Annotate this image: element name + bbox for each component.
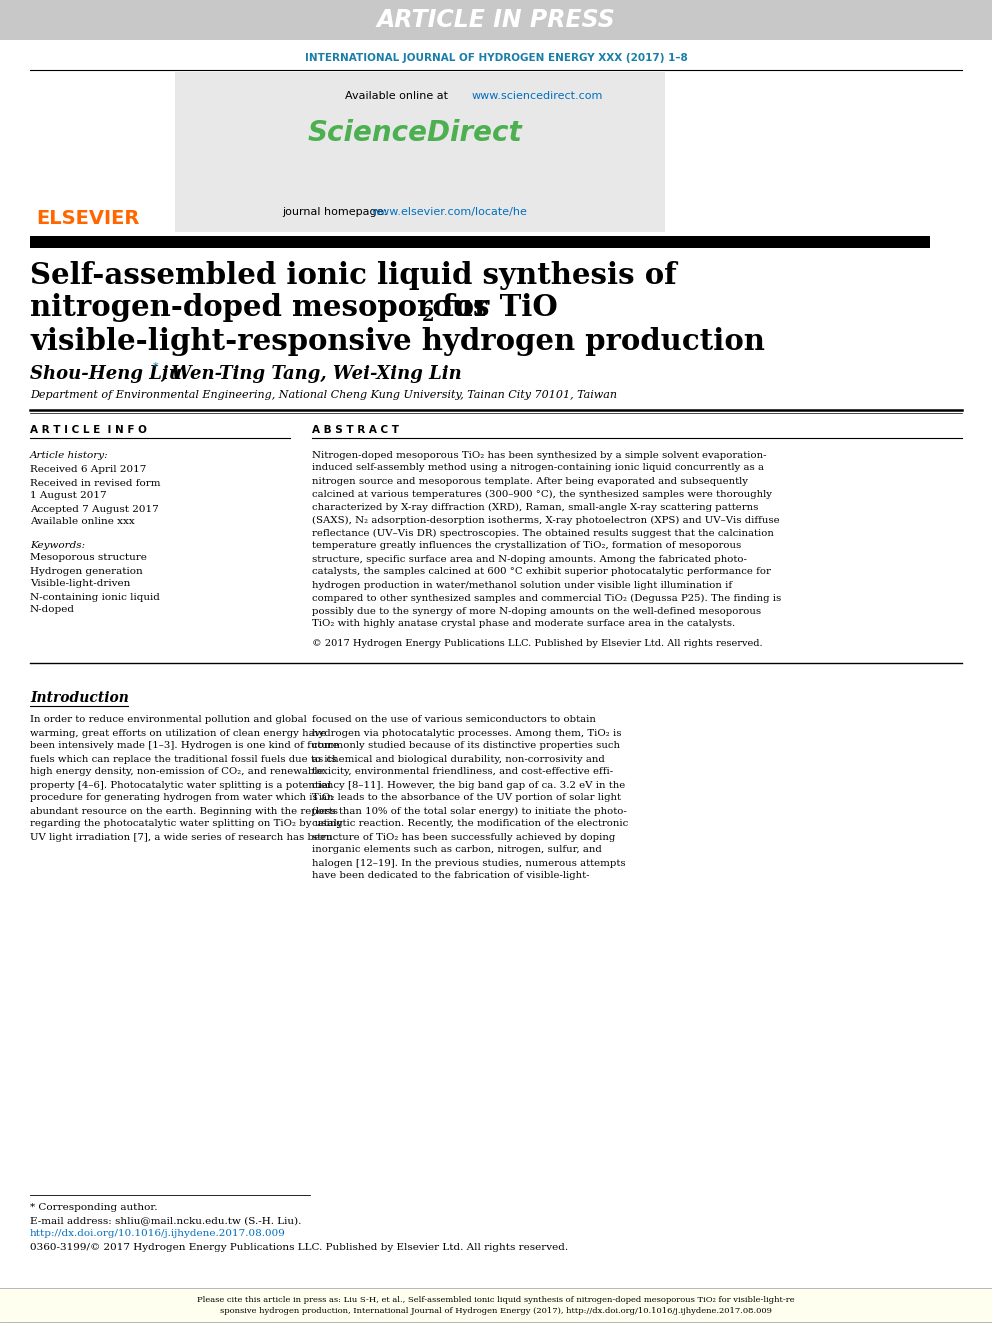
- Text: www.elsevier.com/locate/he: www.elsevier.com/locate/he: [372, 206, 528, 217]
- Text: structure, specific surface area and N-doping amounts. Among the fabricated phot: structure, specific surface area and N-d…: [312, 554, 747, 564]
- Text: Wen-Ting Tang, Wei-Xing Lin: Wen-Ting Tang, Wei-Xing Lin: [165, 365, 461, 382]
- Text: Introduction: Introduction: [30, 691, 129, 705]
- Bar: [30, 235, 930, 247]
- Text: journal homepage:: journal homepage:: [282, 206, 391, 217]
- Text: A B S T R A C T: A B S T R A C T: [312, 425, 399, 435]
- Text: warming, great efforts on utilization of clean energy have: warming, great efforts on utilization of…: [30, 729, 326, 737]
- Text: Article history:: Article history:: [30, 451, 109, 459]
- Text: TiO₂ leads to the absorbance of the UV portion of solar light: TiO₂ leads to the absorbance of the UV p…: [312, 794, 621, 803]
- Text: UV light irradiation [7], a wide series of research has been: UV light irradiation [7], a wide series …: [30, 832, 332, 841]
- Text: INTERNATIONAL JOURNAL OF HYDROGEN ENERGY XXX (2017) 1–8: INTERNATIONAL JOURNAL OF HYDROGEN ENERGY…: [305, 53, 687, 64]
- Text: Accepted 7 August 2017: Accepted 7 August 2017: [30, 504, 159, 513]
- Text: induced self-assembly method using a nitrogen-containing ionic liquid concurrent: induced self-assembly method using a nit…: [312, 463, 764, 472]
- Text: halogen [12–19]. In the previous studies, numerous attempts: halogen [12–19]. In the previous studies…: [312, 859, 626, 868]
- Text: ARTICLE IN PRESS: ARTICLE IN PRESS: [377, 8, 615, 32]
- Text: (less than 10% of the total solar energy) to initiate the photo-: (less than 10% of the total solar energy…: [312, 807, 627, 815]
- Text: Received in revised form: Received in revised form: [30, 479, 161, 487]
- Text: commonly studied because of its distinctive properties such: commonly studied because of its distinct…: [312, 741, 620, 750]
- Text: calcined at various temperatures (300–900 °C), the synthesized samples were thor: calcined at various temperatures (300–90…: [312, 490, 772, 499]
- Text: reflectance (UV–Vis DR) spectroscopies. The obtained results suggest that the ca: reflectance (UV–Vis DR) spectroscopies. …: [312, 528, 774, 537]
- Text: In order to reduce environmental pollution and global: In order to reduce environmental polluti…: [30, 716, 307, 725]
- Text: (SAXS), N₂ adsorption-desorption isotherms, X-ray photoelectron (XPS) and UV–Vis: (SAXS), N₂ adsorption-desorption isother…: [312, 516, 780, 524]
- Text: focused on the use of various semiconductors to obtain: focused on the use of various semiconduc…: [312, 716, 596, 725]
- Text: Nitrogen-doped mesoporous TiO₂ has been synthesized by a simple solvent evaporat: Nitrogen-doped mesoporous TiO₂ has been …: [312, 451, 767, 459]
- Text: Received 6 April 2017: Received 6 April 2017: [30, 464, 147, 474]
- Text: Self-assembled ionic liquid synthesis of: Self-assembled ionic liquid synthesis of: [30, 261, 677, 290]
- Text: inorganic elements such as carbon, nitrogen, sulfur, and: inorganic elements such as carbon, nitro…: [312, 845, 602, 855]
- Text: been intensively made [1–3]. Hydrogen is one kind of future: been intensively made [1–3]. Hydrogen is…: [30, 741, 338, 750]
- Text: Visible-light-driven: Visible-light-driven: [30, 579, 130, 589]
- Text: TiO₂ with highly anatase crystal phase and moderate surface area in the catalyst: TiO₂ with highly anatase crystal phase a…: [312, 619, 735, 628]
- Text: nitrogen source and mesoporous template. After being evaporated and subsequently: nitrogen source and mesoporous template.…: [312, 476, 748, 486]
- Text: E-mail address: shliu@mail.ncku.edu.tw (S.-H. Liu).: E-mail address: shliu@mail.ncku.edu.tw (…: [30, 1217, 302, 1225]
- Text: toxicity, environmental friendliness, and cost-effective effi-: toxicity, environmental friendliness, an…: [312, 767, 613, 777]
- Text: hydrogen via photocatalytic processes. Among them, TiO₂ is: hydrogen via photocatalytic processes. A…: [312, 729, 622, 737]
- Text: ciency [8–11]. However, the big band gap of ca. 3.2 eV in the: ciency [8–11]. However, the big band gap…: [312, 781, 625, 790]
- Text: 0360-3199/© 2017 Hydrogen Energy Publications LLC. Published by Elsevier Ltd. Al: 0360-3199/© 2017 Hydrogen Energy Publica…: [30, 1242, 568, 1252]
- Text: Available online xxx: Available online xxx: [30, 517, 135, 527]
- Text: abundant resource on the earth. Beginning with the reports: abundant resource on the earth. Beginnin…: [30, 807, 338, 815]
- Text: have been dedicated to the fabrication of visible-light-: have been dedicated to the fabrication o…: [312, 872, 589, 881]
- Text: as chemical and biological durability, non-corrosivity and: as chemical and biological durability, n…: [312, 754, 605, 763]
- Text: high energy density, non-emission of CO₂, and renewable: high energy density, non-emission of CO₂…: [30, 767, 323, 777]
- Text: structure of TiO₂ has been successfully achieved by doping: structure of TiO₂ has been successfully …: [312, 832, 615, 841]
- Text: fuels which can replace the traditional fossil fuels due to its: fuels which can replace the traditional …: [30, 754, 336, 763]
- Text: *: *: [153, 363, 159, 372]
- Text: hydrogen production in water/methanol solution under visible light illumination : hydrogen production in water/methanol so…: [312, 581, 732, 590]
- Text: 2: 2: [422, 307, 434, 325]
- Bar: [175, 71, 665, 232]
- Text: for: for: [432, 294, 489, 323]
- Text: visible-light-responsive hydrogen production: visible-light-responsive hydrogen produc…: [30, 327, 765, 356]
- Text: * Corresponding author.: * Corresponding author.: [30, 1204, 158, 1212]
- Text: sponsive hydrogen production, International Journal of Hydrogen Energy (2017), h: sponsive hydrogen production, Internatio…: [220, 1307, 772, 1315]
- Text: catalysts, the samples calcined at 600 °C exhibit superior photocatalytic perfor: catalysts, the samples calcined at 600 °…: [312, 568, 771, 577]
- Text: 1 August 2017: 1 August 2017: [30, 492, 106, 500]
- Text: N-containing ionic liquid: N-containing ionic liquid: [30, 593, 160, 602]
- Text: possibly due to the synergy of more N-doping amounts on the well-defined mesopor: possibly due to the synergy of more N-do…: [312, 606, 761, 615]
- Text: temperature greatly influences the crystallization of TiO₂, formation of mesopor: temperature greatly influences the cryst…: [312, 541, 741, 550]
- Text: Available online at: Available online at: [345, 91, 451, 101]
- Text: © 2017 Hydrogen Energy Publications LLC. Published by Elsevier Ltd. All rights r: © 2017 Hydrogen Energy Publications LLC.…: [312, 639, 763, 647]
- Text: ELSEVIER: ELSEVIER: [37, 209, 140, 228]
- Text: catalytic reaction. Recently, the modification of the electronic: catalytic reaction. Recently, the modifi…: [312, 819, 628, 828]
- Text: ScienceDirect: ScienceDirect: [308, 119, 523, 147]
- Text: nitrogen-doped mesoporous TiO: nitrogen-doped mesoporous TiO: [30, 294, 558, 323]
- Text: characterized by X-ray diffraction (XRD), Raman, small-angle X-ray scattering pa: characterized by X-ray diffraction (XRD)…: [312, 503, 758, 512]
- Text: Hydrogen generation: Hydrogen generation: [30, 566, 143, 576]
- Text: Department of Environmental Engineering, National Cheng Kung University, Tainan : Department of Environmental Engineering,…: [30, 390, 617, 400]
- Text: property [4–6]. Photocatalytic water splitting is a potential: property [4–6]. Photocatalytic water spl…: [30, 781, 331, 790]
- Text: Shou-Heng Liu: Shou-Heng Liu: [30, 365, 182, 382]
- Text: Please cite this article in press as: Liu S-H, et al., Self-assembled ionic liqu: Please cite this article in press as: Li…: [197, 1297, 795, 1304]
- Text: Mesoporous structure: Mesoporous structure: [30, 553, 147, 562]
- Text: ,: ,: [160, 365, 167, 382]
- Text: regarding the photocatalytic water splitting on TiO₂ by using: regarding the photocatalytic water split…: [30, 819, 342, 828]
- Text: N-doped: N-doped: [30, 606, 75, 614]
- Text: www.sciencedirect.com: www.sciencedirect.com: [472, 91, 603, 101]
- Bar: [0, 0, 992, 40]
- Text: http://dx.doi.org/10.1016/j.ijhydene.2017.08.009: http://dx.doi.org/10.1016/j.ijhydene.201…: [30, 1229, 286, 1238]
- Text: A R T I C L E  I N F O: A R T I C L E I N F O: [30, 425, 147, 435]
- Text: Keywords:: Keywords:: [30, 541, 85, 549]
- Text: compared to other synthesized samples and commercial TiO₂ (Degussa P25). The fin: compared to other synthesized samples an…: [312, 594, 782, 602]
- Bar: [0, 1289, 992, 1323]
- Text: procedure for generating hydrogen from water which is an: procedure for generating hydrogen from w…: [30, 794, 333, 803]
